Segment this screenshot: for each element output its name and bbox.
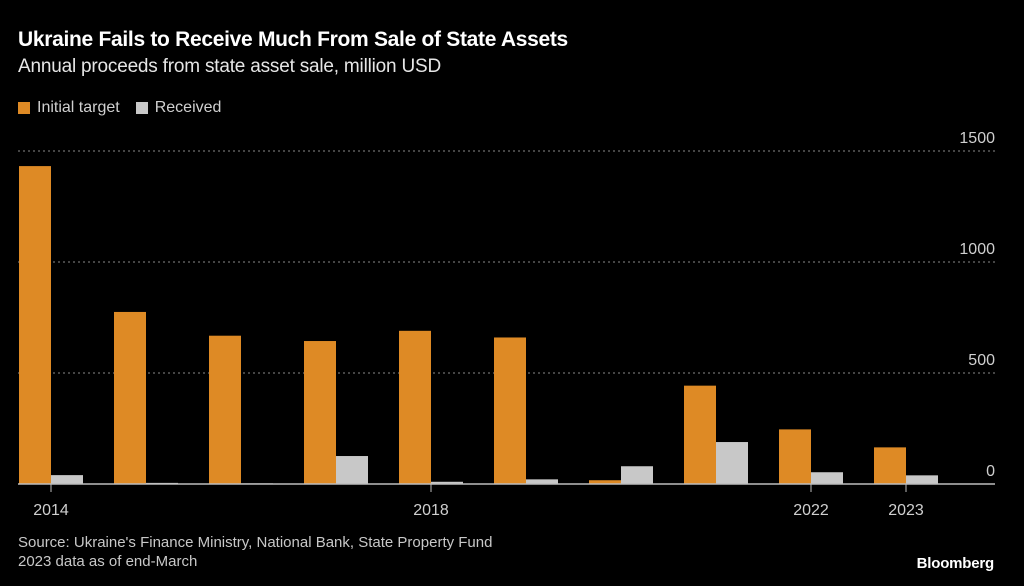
legend-swatch-initial-target xyxy=(18,102,30,114)
bar-initial-target-2015 xyxy=(114,311,146,484)
bar-initial-target-2019 xyxy=(494,337,526,484)
bar-received-2022 xyxy=(811,472,843,484)
x-tick-label-2023: 2023 xyxy=(888,502,924,519)
x-tick-label-2018: 2018 xyxy=(413,502,449,519)
chart-subtitle: Annual proceeds from state asset sale, m… xyxy=(18,56,441,77)
bar-initial-target-2014 xyxy=(19,166,51,484)
bar-received-2023 xyxy=(906,475,938,484)
y-tick-label-500: 500 xyxy=(968,352,995,369)
y-tick-label-1000: 1000 xyxy=(959,241,995,258)
bar-initial-target-2021 xyxy=(684,385,716,484)
y-tick-label-0: 0 xyxy=(986,463,995,480)
legend: Initial target Received xyxy=(18,99,237,117)
bar-initial-target-2022 xyxy=(779,429,811,484)
bar-received-2018 xyxy=(431,481,463,484)
data-note: 2023 data as of end-March xyxy=(18,553,198,570)
legend-label-initial-target: Initial target xyxy=(37,99,120,116)
legend-label-received: Received xyxy=(154,99,222,116)
legend-item-initial-target: Initial target xyxy=(18,99,120,117)
x-tick-label-2022: 2022 xyxy=(793,502,829,519)
legend-item-received: Received xyxy=(135,99,222,117)
footer: Source: Ukraine's Finance Ministry, Nati… xyxy=(18,533,492,571)
bar-initial-target-2020 xyxy=(589,480,621,484)
bar-initial-target-2017 xyxy=(304,341,336,484)
bar-received-2014 xyxy=(51,475,83,484)
bar-received-2021 xyxy=(716,442,748,484)
x-tick-label-2014: 2014 xyxy=(33,502,69,519)
bar-received-2019 xyxy=(526,479,558,484)
source-note: Source: Ukraine's Finance Ministry, Nati… xyxy=(18,534,493,551)
bar-initial-target-2023 xyxy=(874,447,906,484)
chart-title: Ukraine Fails to Receive Much From Sale … xyxy=(18,28,568,51)
bar-initial-target-2018 xyxy=(399,330,431,484)
y-tick-label-1500: 1500 xyxy=(959,130,995,147)
legend-swatch-received xyxy=(135,102,148,114)
bar-received-2017 xyxy=(336,456,368,484)
bloomberg-logo: Bloomberg xyxy=(916,555,995,572)
bar-initial-target-2016 xyxy=(209,335,241,484)
bar-received-2020 xyxy=(621,466,653,484)
